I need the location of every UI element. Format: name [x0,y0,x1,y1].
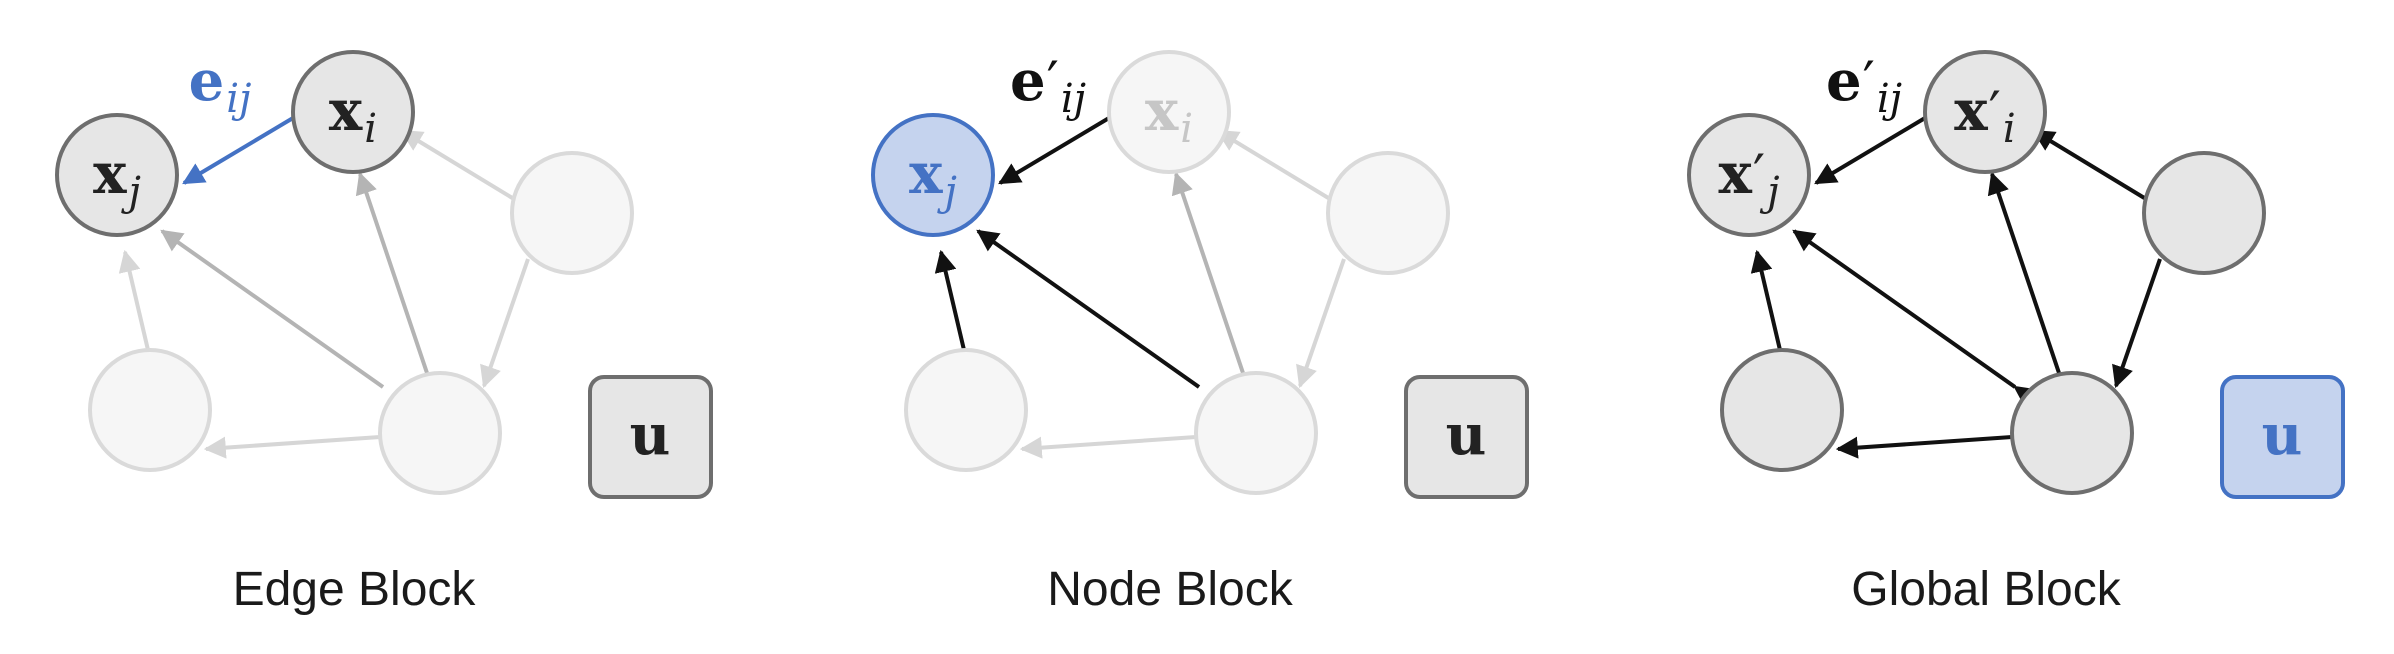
node-xi [1923,50,2047,174]
node-left [904,348,1028,472]
edge-left-to-xj [1750,249,1782,351]
node-xi-label: x′i [1954,78,2015,152]
edge-bottom-to-xj [976,229,1201,389]
edge-left-to-xj [118,249,150,351]
node-xi [291,50,415,174]
edge-bottom-to-left [203,435,381,459]
panel-caption: Edge Block [233,563,477,616]
global-attribute-label: u [630,402,671,468]
node-xi-label: xi [329,78,377,152]
node-right [1326,151,1450,275]
edge-right-to-bottom [2112,258,2162,389]
global-attribute-box [2220,375,2345,499]
node-right [2142,151,2266,275]
global-attribute-label: u [1446,402,1487,468]
global-attribute-box [1404,375,1529,499]
panel-global-block: u x′i x′j e′ij Global Block [1687,48,2345,616]
edge-ij [998,116,1111,185]
panel-edge-block: u xi xj eij Edge Block [55,48,713,616]
panel-caption: Node Block [1047,563,1293,616]
node-bottom [378,371,502,495]
panel-node-block: u xi xj e′ij Node Block [871,48,1529,616]
global-attribute-label: u [2262,402,2303,468]
edge-right-to-bottom [480,258,530,389]
edge-bottom-to-xi [355,171,429,374]
edge-bottom-to-xj [1792,229,2038,408]
edge-left-to-xj [934,249,966,351]
node-xi [1107,50,1231,174]
edge-right-to-xi [400,129,516,201]
node-xj-label: xj [909,141,957,215]
edge-right-to-bottom [1296,258,1346,389]
edge-right-to-xi [2032,129,2148,201]
node-xj-label: x′j [1718,141,1779,215]
node-bottom [2010,371,2134,495]
edge-bottom-to-xi [1987,171,2076,396]
edge-ij-label: eij [189,48,252,122]
node-left [1720,348,1844,472]
edge-ij [182,116,295,185]
edge-bottom-to-left [1019,435,1197,459]
global-attribute-box [588,375,713,499]
edge-bottom-to-left [1835,435,2013,459]
edge-right-to-xi [1216,129,1332,201]
edge-ij-label: e′ij [1826,48,1902,122]
edge-ij-label: e′ij [1010,48,1086,122]
node-left [88,348,212,472]
node-xj [55,113,179,237]
node-right [510,151,634,275]
node-xj [1687,113,1811,237]
edge-ij [1814,116,1927,185]
node-xj [871,113,995,237]
node-xj-label: xj [93,141,141,215]
panel-caption: Global Block [1851,563,2121,616]
node-xi-label: xi [1145,78,1193,152]
node-bottom [1194,371,1318,495]
edge-bottom-to-xj [160,229,385,389]
edge-bottom-to-xi [1171,171,1245,374]
